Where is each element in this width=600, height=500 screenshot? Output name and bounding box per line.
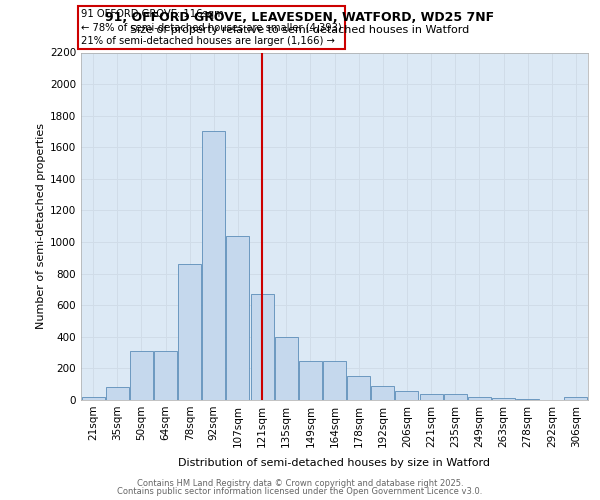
- Bar: [202, 132, 225, 400]
- Bar: [492, 398, 515, 400]
- Bar: [106, 388, 128, 400]
- Bar: [347, 376, 370, 400]
- Bar: [130, 351, 153, 400]
- Bar: [226, 236, 250, 400]
- Bar: [395, 392, 418, 400]
- Text: Contains public sector information licensed under the Open Government Licence v3: Contains public sector information licen…: [118, 487, 482, 496]
- Text: 91 OFFORD GROVE: 116sqm
← 78% of semi-detached houses are smaller (4,393)
21% of: 91 OFFORD GROVE: 116sqm ← 78% of semi-de…: [81, 9, 342, 46]
- Bar: [82, 397, 104, 400]
- Bar: [468, 397, 491, 400]
- X-axis label: Distribution of semi-detached houses by size in Watford: Distribution of semi-detached houses by …: [179, 458, 491, 468]
- Bar: [444, 394, 467, 400]
- Text: Size of property relative to semi-detached houses in Watford: Size of property relative to semi-detach…: [130, 25, 470, 35]
- Bar: [178, 264, 201, 400]
- Bar: [299, 362, 322, 400]
- Bar: [154, 351, 177, 400]
- Y-axis label: Number of semi-detached properties: Number of semi-detached properties: [36, 123, 46, 329]
- Bar: [516, 399, 539, 400]
- Bar: [419, 394, 443, 400]
- Text: Contains HM Land Registry data © Crown copyright and database right 2025.: Contains HM Land Registry data © Crown c…: [137, 478, 463, 488]
- Bar: [323, 362, 346, 400]
- Text: 91, OFFORD GROVE, LEAVESDEN, WATFORD, WD25 7NF: 91, OFFORD GROVE, LEAVESDEN, WATFORD, WD…: [106, 11, 494, 24]
- Bar: [371, 386, 394, 400]
- Bar: [565, 397, 587, 400]
- Bar: [251, 294, 274, 400]
- Bar: [275, 337, 298, 400]
